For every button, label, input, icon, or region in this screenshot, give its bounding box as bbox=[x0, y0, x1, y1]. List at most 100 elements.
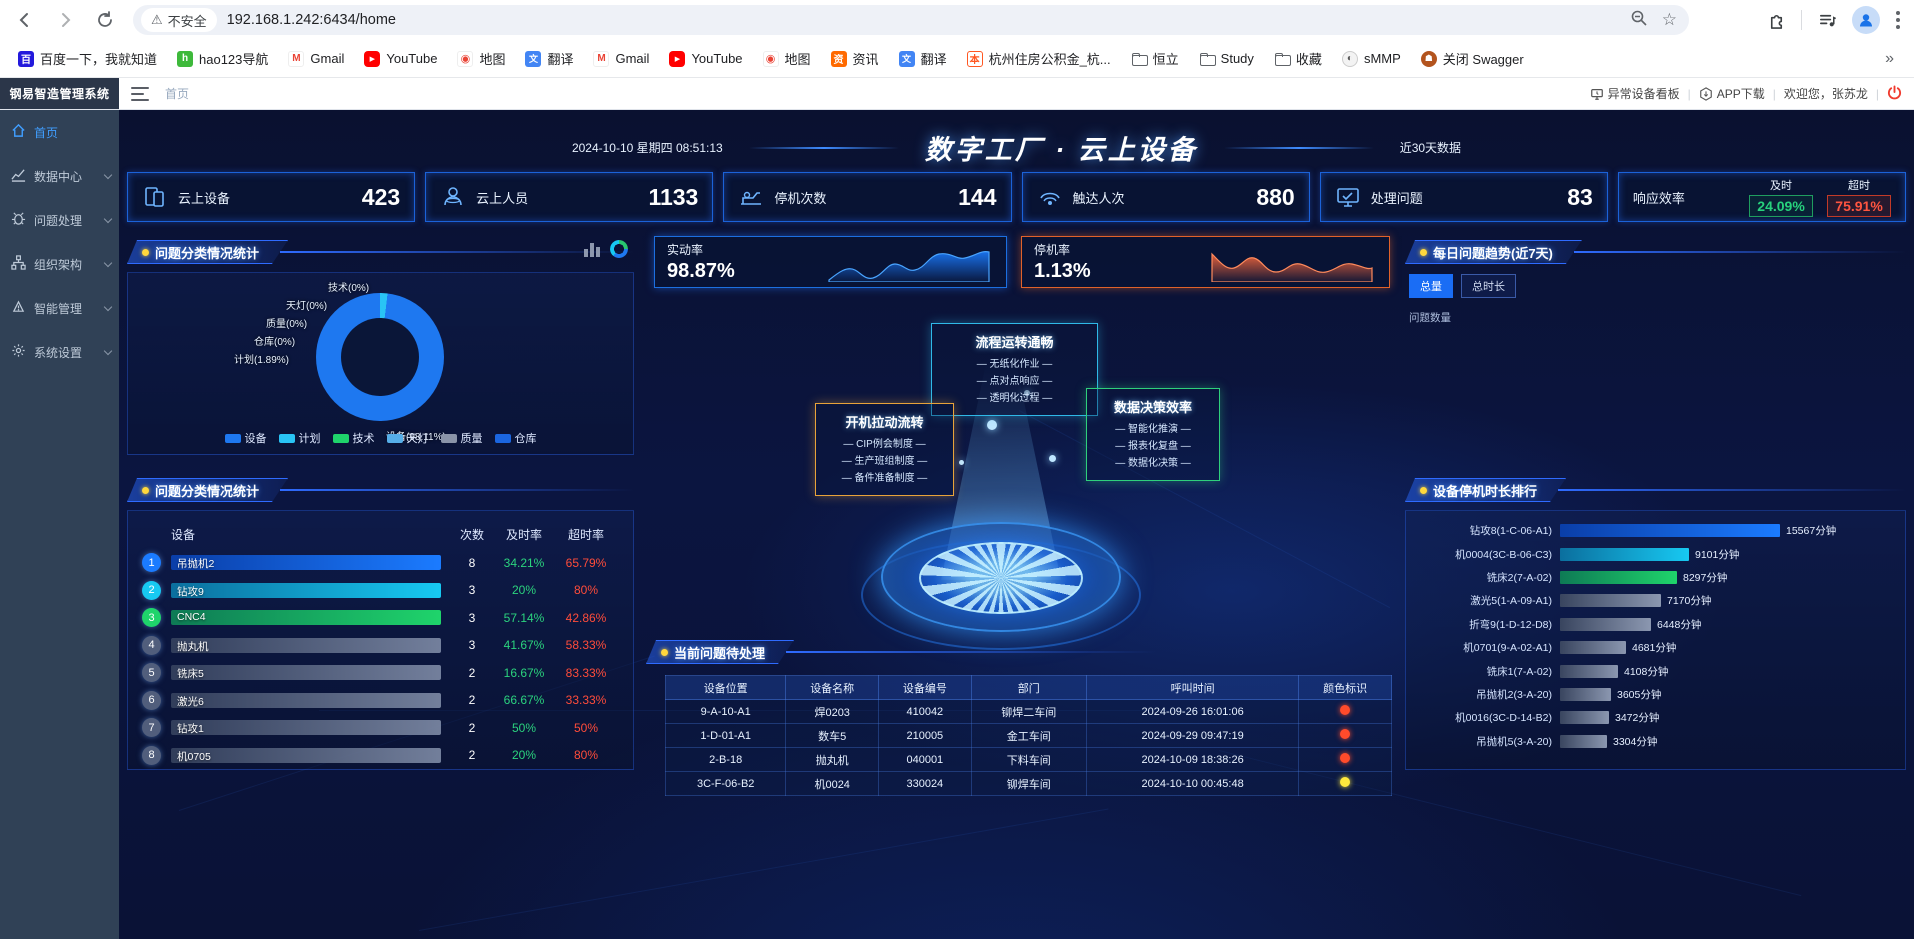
sidebar-item-bug[interactable]: 问题处理 bbox=[0, 198, 119, 242]
legend-item[interactable]: 仓库 bbox=[494, 430, 537, 446]
bookmark-item[interactable]: Study bbox=[1191, 47, 1262, 71]
extensions-icon[interactable] bbox=[1759, 3, 1793, 37]
downtime-row[interactable]: 机0701(9-A-02-A1) 4681分钟 bbox=[1406, 636, 1905, 659]
bookmark-item[interactable]: 翻译 bbox=[891, 45, 955, 72]
bookmark-item[interactable]: 地图 bbox=[449, 45, 513, 72]
table-row[interactable]: 3C-F-06-B2 机0024 330024 铆焊车间 2024-10-10 00:4… bbox=[664, 771, 1392, 796]
category-donut-chart[interactable] bbox=[316, 293, 444, 421]
bookmark-item[interactable]: 恒立 bbox=[1123, 45, 1187, 72]
downtime-bar-track: 6448分钟 bbox=[1560, 617, 1895, 631]
legend-item[interactable]: 技术 bbox=[332, 430, 375, 446]
trend-tab[interactable]: 总量 bbox=[1409, 274, 1453, 298]
legend-item[interactable]: 设备 bbox=[224, 430, 267, 446]
legend-item[interactable]: 计划 bbox=[278, 430, 321, 446]
bar-chart-toggle-icon[interactable] bbox=[584, 241, 600, 257]
flow-box-item: — 数据化决策 — bbox=[1115, 458, 1191, 469]
abnormal-board-button[interactable]: 异常设备看板 bbox=[1590, 85, 1680, 102]
bookmark-item[interactable]: hao123导航 bbox=[169, 45, 276, 72]
flow-box-title: 数据决策效率 bbox=[1113, 400, 1192, 415]
bookmark-label: Gmail bbox=[310, 51, 345, 66]
gmail-favicon-icon bbox=[288, 50, 305, 67]
rank-row[interactable]: 6 激光6 2 66.67% 33.33% bbox=[128, 687, 633, 715]
downtime-row[interactable]: 机0016(3C-D-14-B2) 3472分钟 bbox=[1406, 706, 1905, 729]
url-text[interactable]: 192.168.1.242:6434/home bbox=[226, 12, 396, 28]
downtime-row[interactable]: 吊抛机2(3-A-20) 3605分钟 bbox=[1406, 683, 1905, 706]
sidebar-collapse-icon[interactable] bbox=[131, 86, 149, 101]
sidebar-item-alarm[interactable]: 智能管理 bbox=[0, 286, 119, 330]
rank-row[interactable]: 5 铣床5 2 16.67% 83.33% bbox=[128, 659, 633, 687]
sidebar-item-org[interactable]: 组织架构 bbox=[0, 242, 119, 286]
profile-avatar[interactable] bbox=[1852, 6, 1880, 34]
back-icon[interactable] bbox=[8, 3, 42, 37]
downtime-device-name: 铣床2(7-A-02) bbox=[1486, 571, 1552, 584]
logout-power-icon[interactable] bbox=[1887, 84, 1902, 103]
rank-device-name: 抛丸机 bbox=[177, 640, 209, 653]
bookmark-item[interactable]: 收藏 bbox=[1266, 45, 1330, 72]
downtime-row[interactable]: 机0004(3C-B-06-C3) 9101分钟 bbox=[1406, 542, 1905, 565]
rank-overtime-rate: 83.33% bbox=[565, 665, 607, 680]
downtime-row[interactable]: 钻攻8(1-C-06-A1) 15567分钟 bbox=[1406, 519, 1905, 542]
dashboard-title: 数字工厂 · 云上设备 bbox=[924, 135, 1198, 165]
ontime-caption: 及时 bbox=[1770, 180, 1793, 192]
rank-row[interactable]: 8 机0705 2 20% 80% bbox=[128, 742, 633, 770]
trend-panel-title: 每日问题趋势(近7天) bbox=[1405, 240, 1906, 264]
bookmark-item[interactable]: YouTube bbox=[356, 47, 445, 71]
touch-icon bbox=[1037, 184, 1063, 210]
app-download-button[interactable]: APP下载 bbox=[1699, 85, 1765, 102]
bookmark-item[interactable]: Gmail bbox=[280, 47, 352, 71]
legend-swatch bbox=[332, 433, 349, 443]
downtime-row[interactable]: 铣床2(7-A-02) 8297分钟 bbox=[1406, 566, 1905, 589]
legend-item[interactable]: 质量 bbox=[440, 430, 483, 446]
rank-row[interactable]: 1 吊抛机2 8 34.21% 65.79% bbox=[128, 549, 633, 577]
bookmark-item[interactable]: YouTube bbox=[661, 47, 750, 71]
downtime-row[interactable]: 吊抛机5(3-A-20) 3304分钟 bbox=[1406, 730, 1905, 753]
bookmark-item[interactable]: 资讯 bbox=[823, 45, 887, 72]
bookmark-item[interactable]: 翻译 bbox=[517, 45, 581, 72]
active-rate-label: 实动率 bbox=[667, 243, 704, 257]
rank-row[interactable]: 2 钻攻9 3 20% 80% bbox=[128, 577, 633, 605]
donut-slice-label: 仓库(0%) bbox=[254, 337, 296, 348]
sidebar-item-gear[interactable]: 系统设置 bbox=[0, 330, 119, 374]
rank-ontime-rate: 20% bbox=[511, 583, 537, 598]
header-deco-line bbox=[748, 146, 899, 149]
monitor-icon bbox=[1335, 184, 1361, 210]
security-chip[interactable]: ⚠ 不安全 bbox=[141, 8, 217, 32]
table-row[interactable]: 9-A-10-A1 焊0203 410042 铆焊二车间 2024-09-26 16:0… bbox=[664, 699, 1392, 724]
forward-icon[interactable] bbox=[48, 3, 82, 37]
donut-chart-toggle-icon[interactable] bbox=[610, 240, 628, 258]
downtime-row[interactable]: 折弯9(1-D-12-D8) 6448分钟 bbox=[1406, 613, 1905, 636]
bookmark-item[interactable]: 杭州住房公积金_杭... bbox=[959, 45, 1119, 72]
rank-badge: 2 bbox=[142, 580, 161, 600]
reload-icon[interactable] bbox=[88, 3, 122, 37]
playlist-extension-icon[interactable] bbox=[1810, 3, 1844, 37]
warning-icon: ⚠ bbox=[151, 12, 163, 27]
bookmark-item[interactable]: 关闭 Swagger bbox=[1413, 45, 1532, 72]
downtime-bar-fill bbox=[1560, 524, 1780, 538]
downtime-row[interactable]: 铣床1(7-A-02) 4108分钟 bbox=[1406, 659, 1905, 682]
flow-box-item: — 点对点响应 — bbox=[976, 376, 1053, 387]
legend-item[interactable]: 天灯 bbox=[386, 430, 429, 446]
trend-ylabel: 问题数量 bbox=[1409, 312, 1451, 324]
table-row[interactable]: 2-B-18 抛丸机 040001 下料车间 2024-10-09 18:38:26 bbox=[664, 747, 1392, 772]
bookmark-item[interactable]: 百度一下，我就知道 bbox=[10, 45, 165, 72]
trend-tab[interactable]: 总时长 bbox=[1461, 274, 1516, 298]
bookmarks-overflow-icon[interactable]: » bbox=[1885, 49, 1894, 67]
sidebar-item-chart[interactable]: 数据中心 bbox=[0, 154, 119, 198]
downtime-row[interactable]: 激光5(1-A-09-A1) 7170分钟 bbox=[1406, 589, 1905, 612]
rank-row[interactable]: 3 CNC4 3 57.14% 42.86% bbox=[128, 604, 633, 632]
downtime-value: 4108分钟 bbox=[1624, 665, 1669, 678]
rank-row[interactable]: 4 抛丸机 3 41.67% 58.33% bbox=[128, 632, 633, 660]
sidebar-item-home[interactable]: 首页 bbox=[0, 110, 119, 154]
browser-menu-icon[interactable] bbox=[1888, 7, 1908, 33]
bookmark-item[interactable]: Gmail bbox=[585, 47, 657, 71]
zoom-out-icon[interactable] bbox=[1630, 9, 1648, 32]
bookmark-item[interactable]: 地图 bbox=[755, 45, 819, 72]
address-bar[interactable]: ⚠ 不安全 192.168.1.242:6434/home ☆ bbox=[133, 5, 1689, 35]
chevron-down-icon bbox=[103, 170, 113, 180]
table-row[interactable]: 1-D-01-A1 数车5 210005 金工车间 2024-09-29 09:47:1… bbox=[664, 723, 1392, 748]
rank-bar-fill bbox=[171, 720, 441, 736]
breadcrumb[interactable]: 首页 bbox=[165, 87, 190, 101]
bookmark-star-icon[interactable]: ☆ bbox=[1661, 10, 1677, 29]
bookmark-item[interactable]: sMMP bbox=[1334, 47, 1409, 71]
rank-row[interactable]: 7 钻攻1 2 50% 50% bbox=[128, 714, 633, 742]
